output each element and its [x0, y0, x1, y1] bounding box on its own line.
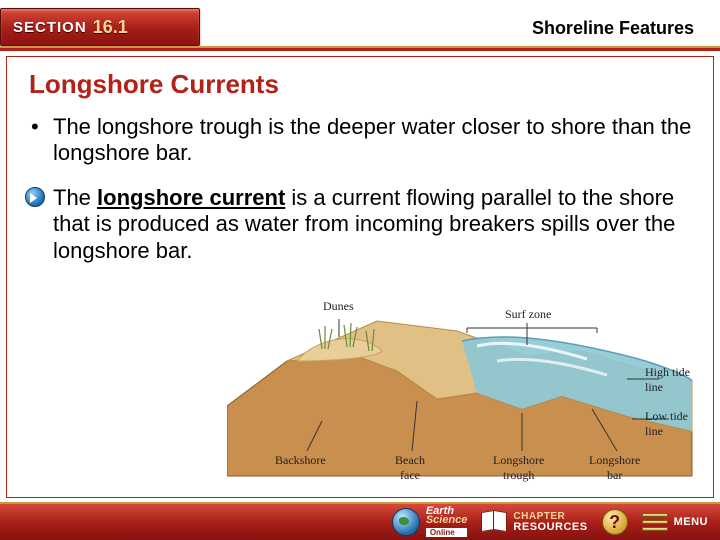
chapter-line2: RESOURCES — [513, 522, 587, 533]
content-frame: Longshore Currents The longshore trough … — [6, 56, 714, 498]
footer-bar: Earth Science Online CHAPTER RESOURCES ?… — [0, 502, 720, 540]
menu-label: MENU — [674, 517, 708, 528]
slide-title: Longshore Currents — [29, 69, 693, 100]
menu-button[interactable]: MENU — [642, 511, 708, 533]
chapter-line1: CHAPTER — [513, 512, 587, 522]
bullet-item: The longshore current is a current flowi… — [27, 185, 693, 264]
slide: SECTION 16.1 Shoreline Features Longshor… — [0, 0, 720, 540]
header-rule-red — [0, 48, 720, 51]
bullet-list: The longshore trough is the deeper water… — [27, 114, 693, 264]
bullet-text: The longshore trough is the deeper water… — [53, 114, 691, 165]
shoreline-diagram: Dunes Surf zone Backshore Beach face Lon… — [227, 301, 697, 491]
online-pill: Online — [426, 528, 468, 537]
bullet-term: longshore current — [97, 185, 285, 210]
help-icon: ? — [602, 509, 628, 535]
section-label: SECTION — [13, 19, 87, 36]
section-tab: SECTION 16.1 — [0, 8, 200, 46]
diagram-label-hightide: High tide line — [645, 365, 690, 395]
bullet-text-before: The — [53, 185, 97, 210]
audio-icon[interactable] — [25, 187, 45, 207]
menu-icon — [642, 511, 668, 533]
section-number: 16.1 — [93, 17, 128, 38]
diagram-label-surfzone: Surf zone — [505, 307, 551, 322]
diagram-label-trough: Longshore trough — [493, 453, 544, 483]
chapter-resources-button[interactable]: CHAPTER RESOURCES — [481, 511, 587, 533]
globe-icon — [392, 508, 420, 536]
diagram-label-dunes: Dunes — [323, 299, 354, 314]
help-button[interactable]: ? — [602, 509, 628, 535]
diagram-label-lowtide: Low tide line — [645, 409, 688, 439]
chapter-resources-label: CHAPTER RESOURCES — [513, 512, 587, 533]
earth-science-label: Earth Science Online — [426, 507, 468, 538]
diagram-label-bar: Longshore bar — [589, 453, 640, 483]
diagram-label-beachface: Beach face — [395, 453, 425, 483]
earth-line2: Science — [426, 516, 468, 526]
book-icon — [481, 511, 507, 533]
slide-header: SECTION 16.1 Shoreline Features — [0, 0, 720, 54]
earth-science-online-button[interactable]: Earth Science Online — [392, 507, 468, 538]
diagram-label-backshore: Backshore — [275, 453, 326, 468]
bullet-item: The longshore trough is the deeper water… — [27, 114, 693, 167]
menu-text: MENU — [674, 517, 708, 528]
chapter-title: Shoreline Features — [532, 18, 694, 39]
